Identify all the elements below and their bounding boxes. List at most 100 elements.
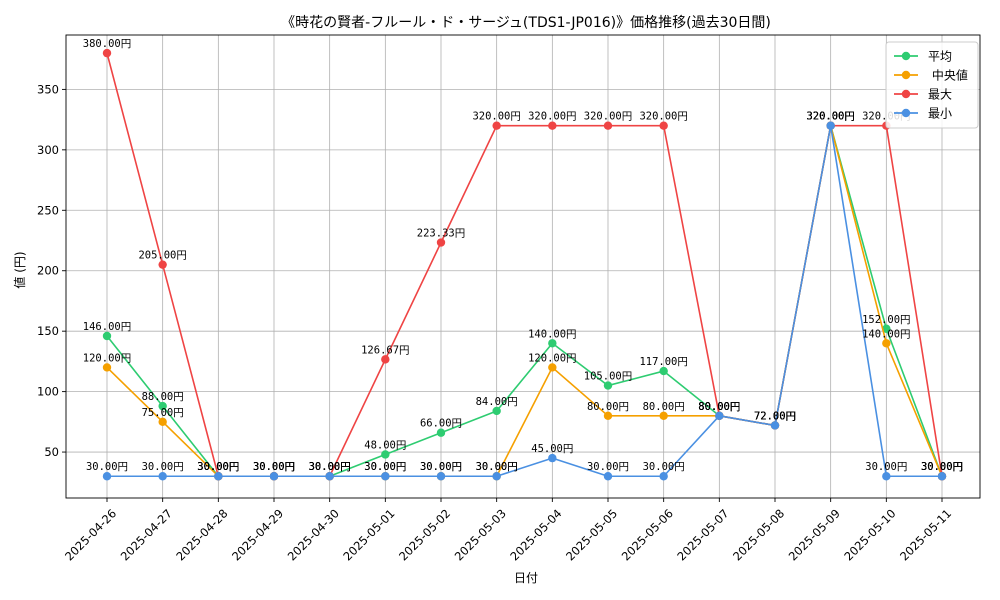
data-label: 320.00円 — [639, 111, 687, 123]
data-label: 30.00円 — [86, 461, 128, 473]
data-point — [603, 381, 613, 390]
data-point — [381, 355, 390, 364]
data-point — [492, 121, 501, 130]
data-point — [102, 331, 112, 341]
data-point — [436, 238, 446, 247]
data-point — [381, 472, 390, 481]
data-point — [548, 121, 557, 130]
legend-swatch-marker — [901, 51, 911, 61]
y-tick-label: 200 — [37, 264, 59, 278]
legend-label: 最小 — [928, 107, 952, 121]
data-label: 30.00円 — [921, 461, 963, 473]
series-line — [107, 124, 942, 478]
data-point — [882, 472, 891, 481]
data-label: 117.00円 — [639, 356, 687, 368]
data-label: 320.00円 — [528, 111, 576, 123]
data-label: 320.00円 — [806, 111, 854, 123]
data-label: 30.00円 — [253, 461, 295, 473]
data-point — [325, 472, 334, 481]
legend-item: 最小 — [894, 107, 952, 121]
legend-swatch-marker — [901, 89, 911, 99]
data-point — [158, 472, 167, 481]
data-label: 120.00円 — [83, 352, 131, 364]
data-label: 30.00円 — [420, 461, 462, 473]
data-label: 30.00円 — [309, 461, 351, 473]
legend-label: 中央値 — [928, 68, 968, 83]
data-label: 80.00円 — [698, 401, 740, 413]
data-point — [214, 472, 223, 481]
y-tick-label: 250 — [37, 203, 59, 217]
data-label: 30.00円 — [587, 461, 629, 473]
data-label: 45.00円 — [531, 443, 573, 455]
data-point — [158, 401, 167, 411]
data-point — [659, 411, 668, 420]
data-label: 30.00円 — [921, 461, 963, 473]
y-tick-label: 150 — [37, 324, 59, 338]
data-point — [659, 121, 668, 130]
data-label: 30.00円 — [865, 461, 907, 473]
data-point — [937, 472, 947, 481]
data-point — [492, 472, 501, 481]
data-point — [659, 366, 668, 376]
data-point — [102, 48, 112, 58]
legend-item: 最大 — [894, 88, 952, 102]
data-label: 30.00円 — [309, 461, 351, 473]
data-label: 126.67円 — [361, 344, 409, 356]
data-label: 48.00円 — [364, 439, 406, 451]
data-label: 105.00円 — [584, 371, 632, 383]
data-label: 80.00円 — [698, 401, 740, 413]
data-point — [381, 450, 390, 459]
data-label: 30.00円 — [142, 461, 184, 473]
data-point — [436, 428, 446, 437]
data-label: 30.00円 — [197, 461, 239, 473]
data-label: 80.00円 — [587, 401, 629, 413]
data-label: 30.00円 — [643, 461, 685, 473]
data-label: 80.00円 — [643, 401, 685, 413]
data-point — [102, 472, 112, 481]
data-label: 30.00円 — [364, 461, 406, 473]
data-point — [492, 406, 501, 416]
data-label: 380.00円 — [83, 38, 131, 50]
data-label: 72.00円 — [754, 410, 796, 422]
data-label: 152.00円 — [862, 314, 910, 326]
data-label: 80.00円 — [698, 401, 740, 413]
data-point — [102, 363, 112, 372]
data-label: 72.00円 — [754, 410, 796, 422]
data-labels: 146.00円 88.00円 30.00円 30.00円 30.00円 48.00円 66.… — [83, 38, 963, 473]
x-axis-label: 日付 — [514, 571, 538, 585]
chart-title: 《時花の賢者-フルール・ド・サージュ(TDS1-JP016)》価格推移(過去30… — [281, 15, 771, 31]
data-point — [882, 339, 891, 348]
data-label: 223.33円 — [417, 228, 465, 240]
data-label: 30.00円 — [253, 461, 295, 473]
data-label: 320.00円 — [584, 111, 632, 123]
legend-label: 最大 — [928, 88, 952, 102]
data-label: 140.00円 — [862, 328, 910, 340]
data-label: 66.00円 — [420, 418, 462, 430]
legend-item: 中央値 — [894, 68, 968, 83]
data-label: 84.00円 — [476, 396, 518, 408]
data-point — [715, 411, 724, 420]
data-label: 30.00円 — [476, 461, 518, 473]
grid-lines — [66, 35, 980, 498]
data-point — [158, 417, 167, 427]
y-tick-label: 300 — [37, 143, 59, 157]
data-point — [603, 472, 613, 481]
data-point — [269, 472, 279, 481]
y-axis-label: 値 (円) — [12, 251, 27, 288]
data-label: 72.00円 — [754, 410, 796, 422]
data-label: 320.00円 — [806, 111, 854, 123]
data-label: 30.00円 — [197, 461, 239, 473]
data-label: 80.00円 — [698, 401, 740, 413]
series-4 — [102, 121, 947, 481]
legend-item: 平均 — [894, 50, 952, 64]
data-label: 320.00円 — [806, 111, 854, 123]
y-tick-label: 50 — [44, 445, 59, 459]
legend-box — [885, 41, 979, 129]
data-label: 30.00円 — [197, 461, 239, 473]
data-label: 320.00円 — [472, 111, 520, 123]
plot-frame — [65, 34, 981, 499]
data-label: 205.00円 — [138, 250, 186, 262]
data-label: 30.00円 — [476, 461, 518, 473]
data-point — [882, 324, 891, 333]
